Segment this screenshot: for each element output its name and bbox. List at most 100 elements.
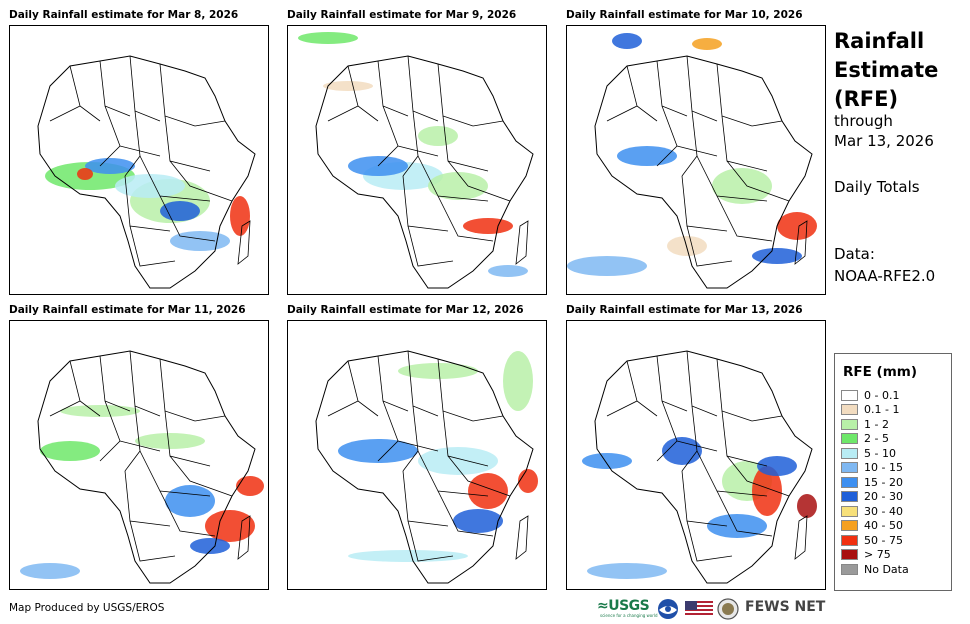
country-border [656,60,688,117]
africa-map [37,55,256,289]
through-date: Mar 13, 2026 [834,132,934,150]
legend-item: 30 - 40 [841,504,903,518]
legend-item: 0 - 0.1 [841,388,899,402]
legend-label: 1 - 2 [864,417,889,431]
country-border [99,105,121,167]
country-border [69,65,101,122]
legend-label: No Data [864,562,909,576]
through-label: through [834,112,893,130]
rainfall-map [287,25,547,295]
madagascar-outline [515,515,529,560]
noaa-logo-icon [658,599,678,619]
country-border [407,225,454,267]
panel-title: Daily Rainfall estimate for Mar 9, 2026 [287,9,517,21]
legend-swatch [841,491,858,502]
country-border [119,145,161,157]
rainfall-area [418,126,458,146]
africa-coastline [315,350,534,584]
country-border [726,455,790,497]
country-border [129,520,176,562]
country-border [169,160,233,202]
map-panel-mar-9: Daily Rainfall estimate for Mar 9, 2026 [287,9,547,295]
rainfall-area [667,236,707,256]
legend-label: 0 - 0.1 [864,388,900,402]
country-border [129,55,161,122]
rainfall-area [752,248,802,264]
rainfall-area [338,439,418,463]
country-border [327,105,359,122]
legend-swatch [841,520,858,531]
legend-swatch [841,433,858,444]
panel-title: Daily Rainfall estimate for Mar 11, 2026 [9,304,246,316]
rainfall-area [712,168,772,204]
rainfall-area [77,168,93,180]
country-border [606,105,638,122]
rainfall-area [463,218,513,234]
legend-swatch [841,534,858,546]
rainfall-area [797,494,817,518]
rainfall-area [453,509,503,533]
country-border [377,60,409,117]
country-border [402,405,419,472]
rainfall-map [566,320,826,590]
africa-map [298,32,534,289]
country-border [472,120,504,127]
panel-title: Daily Rainfall estimate for Mar 10, 2026 [566,9,803,21]
country-border [397,145,439,157]
country-border [159,195,216,242]
title-line: Rainfall [834,29,925,53]
rainfall-area [60,405,140,417]
producer-credit: Map Produced by USGS/EROS [9,602,165,614]
rainfall-area [488,265,528,277]
legend-swatch [841,549,858,560]
legend-label: 2 - 5 [864,432,889,445]
country-border [194,120,226,127]
country-border [347,65,379,122]
rainfall-area [115,174,185,198]
rainfall-area [85,158,135,174]
legend-label: 20 - 30 [864,490,903,503]
rainfall-area [587,563,667,579]
rainfall-map [287,320,547,590]
rainfall-area [428,172,488,200]
rainfall-area [40,441,100,461]
rainfall-area [135,433,205,449]
legend-label: > 75 [864,548,891,561]
rainfall-area [468,473,508,509]
panel-title: Daily Rainfall estimate for Mar 12, 2026 [287,304,524,316]
country-border [407,520,454,562]
country-border [626,65,658,122]
rainfall-area [323,81,373,91]
legend-item: 20 - 30 [841,490,903,504]
rainfall-area [567,256,647,276]
legend-item: No Data [841,562,909,576]
africa-map [567,33,817,289]
product-title: Rainfall Estimate (RFE) [834,27,964,114]
legend-label: 0.1 - 1 [864,403,900,416]
rainfall-area [617,146,677,166]
africa-coastline [315,55,534,289]
rainfall-area [582,453,632,469]
country-border [626,360,658,417]
africa-coastline [37,55,256,289]
country-border [686,350,718,417]
country-border [347,360,379,417]
data-source: NOAA-RFE2.0 [834,267,936,285]
country-border [606,400,638,417]
legend-label: 5 - 10 [864,446,896,460]
rainfall-area [518,469,538,493]
country-border [447,160,511,202]
rainfall-area [757,456,797,476]
country-border [49,105,81,122]
title-line: Estimate [834,58,939,82]
totals-label: Daily Totals [834,178,920,196]
legend-label: 10 - 15 [864,461,903,474]
legend-swatch [841,476,858,488]
rainfall-area [298,32,358,44]
country-border [686,55,718,122]
rainfall-area [160,201,200,221]
rainfall-area [692,38,722,50]
country-border [447,455,511,497]
country-border [124,470,171,527]
africa-map [582,350,817,584]
